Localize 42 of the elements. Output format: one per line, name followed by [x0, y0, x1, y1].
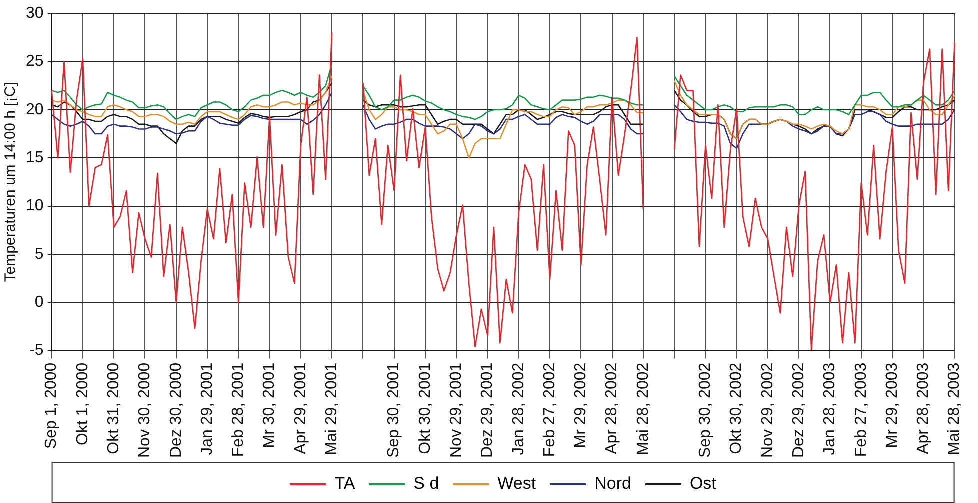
legend-label: TA	[334, 474, 356, 494]
y-tick-label: 10	[26, 198, 44, 215]
x-tick-label: Apr 28, 2003	[915, 362, 932, 454]
x-tick-label: Mr 29, 2003	[884, 362, 901, 448]
x-tick-label: Apr 28, 2002	[604, 362, 621, 454]
x-tick-label: Nov 30, 2000	[136, 362, 154, 458]
x-tick-label: Mai 28, 2002	[634, 362, 652, 456]
y-tick-label: 30	[26, 5, 44, 22]
y-axis-title: Temperaturen um 14:00 h [¡C]	[2, 82, 20, 282]
x-tick-label: Feb 28, 2001	[230, 362, 248, 458]
legend-label: Ost	[690, 474, 717, 494]
x-tick-label: Apr 29, 2001	[292, 362, 310, 454]
x-tick-label: Mr 29, 2002	[572, 362, 590, 448]
x-tick-label: Mr 30, 2001	[261, 362, 278, 448]
x-tick-label: Sep 30, 2002	[697, 362, 714, 458]
y-tick-label: 5	[34, 246, 44, 263]
x-tick-label: Okt 30, 2001	[416, 362, 434, 454]
y-tick-label: -5	[30, 342, 44, 360]
x-tick-label: Dez 29, 2001	[479, 362, 496, 458]
y-tick-label: 0	[34, 294, 44, 312]
x-tick-label: Mai 28, 2003	[946, 362, 964, 456]
y-tick-label: 15	[26, 150, 44, 167]
x-tick-label: Feb 27, 2003	[852, 362, 870, 458]
x-tick-label: Nov 29, 2001	[448, 362, 465, 458]
x-tick-label: Okt 31, 2000	[105, 362, 122, 454]
y-tick-label: 25	[26, 53, 44, 70]
x-tick-label: Dez 30, 2000	[168, 362, 185, 458]
x-tick-label: Feb 27, 2002	[541, 362, 558, 458]
x-tick-label: Sep 1, 2000	[43, 362, 60, 450]
x-tick-label: Dez 29, 2002	[790, 362, 808, 458]
x-tick-label: Jan 28, 2002	[510, 362, 528, 456]
legend-label: Nord	[594, 474, 632, 494]
x-tick-label: Jan 28, 2003	[822, 362, 839, 456]
x-tick-label: Sep 30, 2001	[386, 362, 403, 458]
legend-label: West	[498, 474, 536, 494]
x-tick-label: Mai 29, 2001	[323, 362, 340, 456]
x-tick-label: Nov 29, 2002	[759, 362, 776, 458]
x-tick-label: Okt 30, 2002	[728, 362, 746, 454]
x-tick-label: Okt 1, 2000	[74, 362, 92, 446]
legend-label: S d	[414, 474, 440, 494]
y-tick-label: 20	[26, 101, 44, 118]
x-tick-label: Jan 29, 2001	[198, 362, 216, 456]
